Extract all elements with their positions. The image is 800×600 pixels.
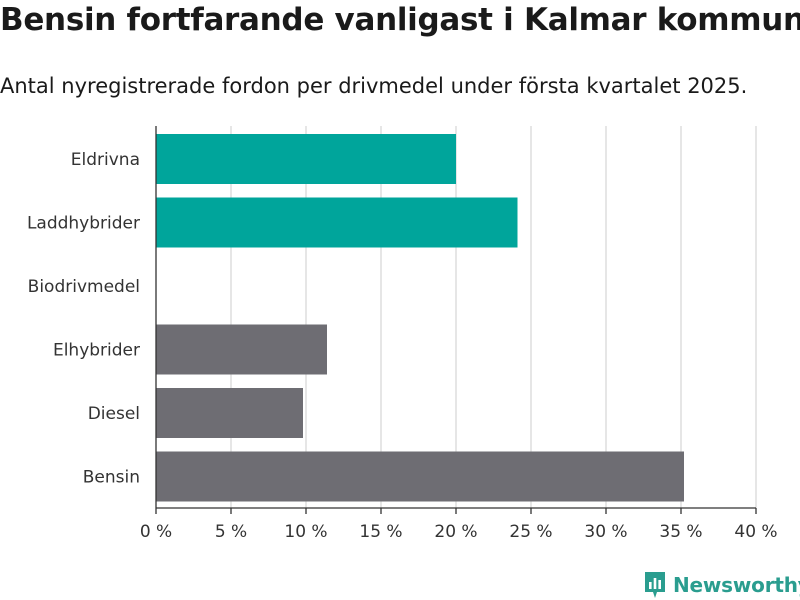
chart-subtitle: Antal nyregistrerade fordon per drivmede…	[0, 74, 748, 98]
category-label: Bensin	[83, 468, 140, 488]
newsworthy-logo: Newsworthy	[643, 570, 800, 600]
x-tick-label: 35 %	[659, 522, 702, 542]
bar-diesel	[156, 388, 303, 438]
x-tick-label: 15 %	[359, 522, 402, 542]
newsworthy-logo-icon	[645, 572, 665, 598]
bar-bensin	[156, 451, 684, 502]
x-tick-label: 40 %	[734, 522, 777, 542]
x-tick-label: 10 %	[284, 522, 327, 542]
brand-name: Newsworthy	[673, 573, 800, 597]
category-label: Elhybrider	[53, 341, 140, 361]
category-label: Diesel	[88, 404, 140, 424]
bar-elhybrider	[156, 324, 327, 375]
category-label: Eldrivna	[71, 150, 140, 170]
x-tick-label: 0 %	[140, 522, 172, 542]
x-tick-label: 20 %	[434, 522, 477, 542]
x-tick-label: 30 %	[584, 522, 627, 542]
category-label: Laddhybrider	[27, 214, 140, 234]
category-label: Biodrivmedel	[28, 277, 140, 297]
bar-eldrivna	[156, 134, 456, 184]
x-tick-label: 25 %	[509, 522, 552, 542]
x-tick-label: 5 %	[215, 522, 247, 542]
bar-laddhybrider	[156, 197, 518, 248]
chart-title: Bensin fortfarande vanligast i Kalmar ko…	[0, 2, 800, 38]
